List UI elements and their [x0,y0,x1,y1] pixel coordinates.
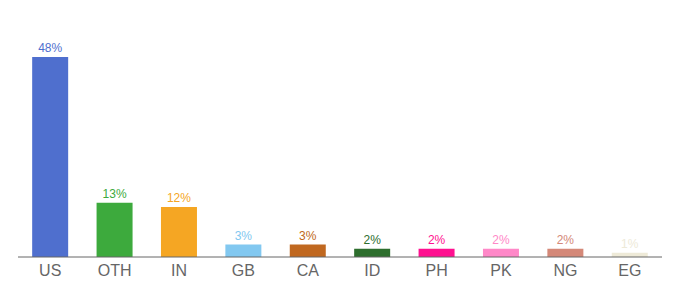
svg-text:3%: 3% [299,229,317,243]
svg-text:CA: CA [297,262,320,279]
svg-text:EG: EG [618,262,641,279]
svg-text:13%: 13% [103,187,127,201]
svg-text:PH: PH [425,262,447,279]
svg-text:1%: 1% [621,237,639,251]
svg-text:PK: PK [490,262,512,279]
svg-text:48%: 48% [38,41,62,55]
svg-text:ID: ID [364,262,380,279]
svg-text:3%: 3% [235,229,253,243]
svg-text:2%: 2% [363,233,381,247]
svg-text:2%: 2% [428,233,446,247]
svg-text:US: US [39,262,61,279]
svg-text:IN: IN [171,262,187,279]
svg-text:2%: 2% [492,233,510,247]
svg-text:NG: NG [553,262,577,279]
svg-text:2%: 2% [557,233,575,247]
svg-text:GB: GB [232,262,255,279]
svg-text:12%: 12% [167,191,191,205]
svg-text:OTH: OTH [98,262,132,279]
